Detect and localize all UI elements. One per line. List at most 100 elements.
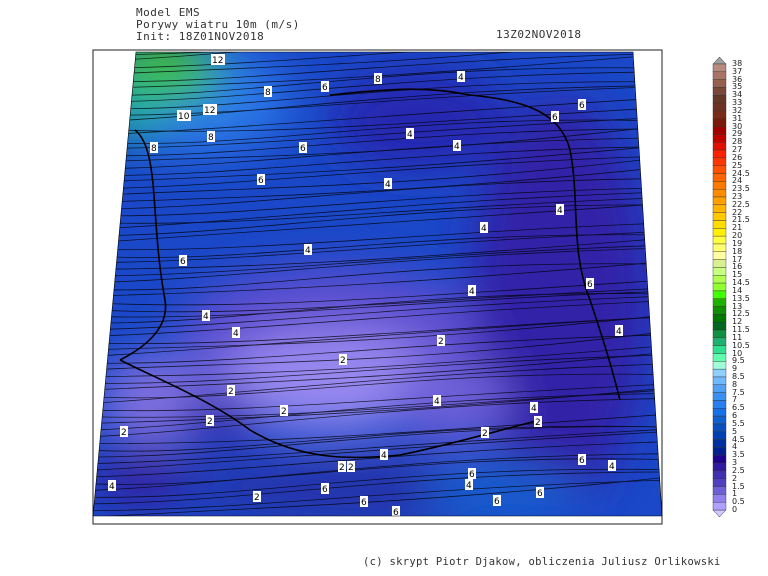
colorbar-swatch — [712, 275, 727, 284]
streamline — [93, 316, 662, 345]
credit-text: (c) skrypt Piotr Djakow, obliczenia Juli… — [363, 556, 721, 568]
colorbar-swatch — [712, 361, 727, 370]
svg-text:6: 6 — [552, 113, 558, 123]
colorbar-swatch — [712, 368, 727, 378]
colorbar-swatch — [712, 71, 727, 80]
svg-text:10: 10 — [178, 112, 190, 122]
colorbar-swatch — [712, 118, 727, 127]
colorbar-label: 1 — [732, 489, 738, 499]
colorbar-swatch — [712, 447, 727, 456]
streamline — [93, 389, 662, 418]
svg-text:4: 4 — [109, 482, 115, 492]
colorbar-label: 2 — [732, 473, 738, 483]
contour-label: 8 — [374, 73, 382, 85]
streamline — [93, 247, 662, 284]
svg-text:6: 6 — [322, 485, 328, 495]
contour-label: 6 — [578, 99, 586, 111]
colorbar-swatch — [712, 102, 727, 112]
streamline — [93, 316, 662, 357]
contour-label: 12 — [211, 54, 225, 66]
svg-text:6: 6 — [393, 508, 399, 518]
svg-text:6: 6 — [322, 83, 328, 93]
contour-label: 4 — [202, 310, 210, 322]
streamline — [93, 479, 662, 511]
streamline — [93, 279, 662, 306]
colorbar-swatch — [712, 353, 727, 362]
colorbar-swatch — [712, 462, 727, 472]
streamline — [93, 155, 662, 190]
contour-label: 6 — [551, 111, 559, 123]
svg-text:4: 4 — [233, 329, 239, 339]
contour-label: 4 — [556, 204, 564, 216]
svg-text:2: 2 — [254, 493, 260, 503]
colorbar — [712, 56, 727, 518]
colorbar-label: 27 — [732, 145, 743, 155]
colorbar-label: 21.5 — [732, 215, 750, 225]
colorbar-label: 24.5 — [732, 168, 750, 178]
streamline — [93, 71, 662, 103]
streamline — [93, 431, 662, 471]
colorbar-label: 4 — [732, 442, 738, 452]
streamline — [93, 413, 662, 445]
svg-text:4: 4 — [466, 481, 472, 491]
svg-text:12: 12 — [212, 56, 223, 66]
streamline — [93, 373, 662, 399]
streamline — [93, 426, 662, 458]
colorbar-label: 7 — [732, 395, 738, 405]
colorbar-label: 10.5 — [732, 340, 750, 350]
colorbar-label: 20 — [732, 231, 743, 241]
contour-label: 4 — [406, 128, 414, 140]
colorbar-label: 0 — [732, 505, 738, 514]
streamline — [93, 52, 662, 56]
colorbar-label: 6 — [732, 411, 738, 421]
colorbar-swatch — [712, 415, 727, 425]
contour-label: 4 — [608, 460, 616, 472]
streamline — [93, 197, 662, 224]
colorbar-label: 21 — [732, 223, 743, 233]
colorbar-label: 11 — [732, 332, 743, 342]
colorbar-swatch — [712, 181, 727, 190]
svg-text:2: 2 — [121, 428, 127, 438]
contour-label: 4 — [615, 325, 623, 337]
colorbar-label: 4.5 — [732, 434, 745, 444]
colorbar-swatch — [712, 235, 727, 245]
colorbar-label: 7.5 — [732, 387, 745, 397]
svg-text:4: 4 — [454, 142, 460, 152]
colorbar-swatch — [712, 337, 727, 346]
colorbar-swatch — [712, 142, 727, 151]
colorbar-swatch — [712, 251, 727, 260]
colorbar-swatch — [712, 392, 727, 401]
streamline — [93, 178, 662, 210]
contour-label: 4 — [453, 140, 461, 152]
svg-text:6: 6 — [494, 497, 500, 507]
svg-text:12: 12 — [204, 106, 215, 116]
colorbar-label: 9 — [732, 364, 738, 374]
svg-text:6: 6 — [579, 101, 585, 111]
colorbar-label: 26 — [732, 152, 743, 162]
streamline — [93, 428, 662, 465]
colorbar-label: 29 — [732, 129, 743, 139]
streamline — [93, 363, 662, 404]
colorbar-swatch — [712, 110, 727, 119]
svg-text:4: 4 — [469, 287, 475, 297]
colorbar-label: 36 — [732, 74, 743, 84]
svg-text:6: 6 — [579, 456, 585, 466]
streamline — [93, 237, 662, 270]
contour-label: 6 — [299, 142, 307, 154]
svg-text:8: 8 — [208, 133, 214, 143]
streamline — [93, 81, 662, 110]
svg-text:2: 2 — [207, 417, 213, 427]
colorbar-label: 33 — [732, 98, 743, 108]
svg-text:6: 6 — [258, 176, 264, 186]
svg-text:4: 4 — [305, 246, 311, 256]
svg-text:8: 8 — [151, 144, 157, 154]
valid-time: 13Z02NOV2018 — [496, 28, 582, 41]
streamline — [93, 107, 662, 132]
contour-label: 8 — [264, 86, 272, 98]
streamline — [93, 261, 662, 297]
colorbar-swatch — [712, 470, 727, 479]
streamline — [93, 354, 662, 384]
svg-text:4: 4 — [381, 451, 387, 461]
